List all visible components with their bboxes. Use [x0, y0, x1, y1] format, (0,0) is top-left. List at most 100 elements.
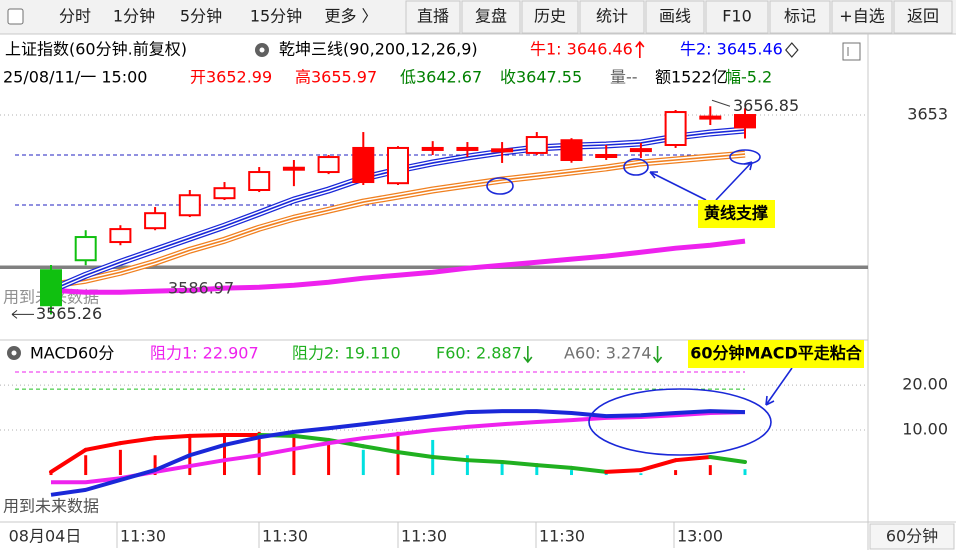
note-value: 3586.97	[168, 279, 234, 298]
indicator-name: 乾坤三线(90,200,12,26,9)	[279, 40, 478, 59]
menu-icon[interactable]	[7, 8, 24, 25]
action-label[interactable]: 直播	[417, 7, 449, 26]
trend-segment	[361, 444, 400, 455]
callout-box	[698, 200, 775, 228]
trend-segment	[291, 433, 331, 442]
period-tab[interactable]: 1分钟	[113, 7, 155, 26]
period-tab[interactable]: 更多 〉	[324, 7, 377, 26]
action-button[interactable]	[521, 0, 579, 34]
macd-bar	[674, 470, 678, 476]
action-label[interactable]: 复盘	[475, 7, 507, 26]
macd-bar	[743, 469, 747, 476]
action-label[interactable]: 标记	[784, 7, 816, 26]
high-arrow	[711, 99, 731, 107]
candle-body	[74, 236, 97, 262]
action-button[interactable]	[705, 0, 769, 34]
highlight-ellipse	[486, 177, 514, 195]
low-label: 3565.26	[36, 304, 102, 323]
candle-body	[178, 194, 201, 217]
macd-bar	[327, 444, 331, 476]
candle-body	[629, 148, 652, 153]
quote-field: 低3642.67	[400, 68, 482, 87]
arrow-up-icon	[635, 40, 645, 58]
callout-box	[688, 340, 864, 368]
macd-bar	[223, 435, 226, 476]
period-label[interactable]: 60分钟	[886, 527, 938, 546]
x-tick-label: 11:30	[120, 527, 166, 546]
trend-segment	[500, 459, 539, 468]
trend-segment	[604, 468, 643, 474]
security-title: 上证指数(60分钟.前复权)	[5, 40, 187, 59]
x-tick-label: 08月04日	[9, 527, 82, 546]
trend-segment	[430, 455, 470, 463]
action-button[interactable]	[461, 0, 521, 34]
macd-title: MACD60分	[30, 344, 114, 363]
trend-segment	[118, 436, 158, 446]
quote-field: 开3652.99	[190, 68, 272, 87]
action-label[interactable]: 统计	[596, 7, 628, 26]
x-tick-label: 11:30	[262, 527, 308, 546]
x-tick-label: 11:30	[401, 527, 447, 546]
eye-icon-dot	[259, 47, 265, 53]
period-tab[interactable]: 15分钟	[250, 7, 302, 26]
panel-toggle[interactable]	[842, 42, 861, 61]
macd-stat: 阻力2: 19.110	[292, 344, 401, 363]
period-tab[interactable]: 分时	[59, 7, 91, 26]
y-tick-label: 3653	[907, 105, 948, 124]
action-label[interactable]: +自选	[839, 7, 884, 26]
quote-field: 25/08/11/一 15:00	[3, 68, 147, 87]
candle-body	[595, 154, 618, 158]
candle-body	[282, 166, 305, 171]
dif-line	[50, 409, 746, 497]
quote-field: 额1522亿	[655, 68, 728, 87]
candle-body	[491, 148, 514, 153]
highlight-ellipse	[588, 388, 772, 456]
action-label[interactable]: 画线	[659, 7, 691, 26]
trend-segment	[534, 463, 574, 470]
action-label[interactable]: 返回	[907, 7, 939, 26]
ma-band-center	[50, 153, 746, 287]
macd-bar	[361, 449, 365, 476]
callout-text: 60分钟MACD平走粘合	[690, 344, 863, 363]
trend-segment	[708, 455, 747, 464]
period-tab[interactable]: 5分钟	[180, 7, 222, 26]
callout-text: 黄线支撑	[704, 204, 768, 223]
macd-bar	[570, 470, 573, 476]
trend-segment	[153, 433, 192, 441]
ma-line	[50, 238, 746, 295]
action-label[interactable]: 历史	[534, 7, 566, 26]
action-button[interactable]	[645, 0, 705, 34]
candle-body	[317, 156, 340, 174]
high-label: 3656.85	[733, 96, 799, 115]
macd-bar	[535, 465, 539, 476]
candle-body	[248, 171, 271, 192]
eye-icon-dot	[11, 350, 17, 356]
action-label[interactable]: F10	[722, 7, 752, 26]
macd-bar	[500, 460, 504, 476]
macd-stat: 阻力1: 22.907	[150, 344, 259, 363]
candle-body	[699, 115, 722, 120]
diamond-icon	[785, 42, 799, 58]
action-button[interactable]	[579, 0, 645, 34]
candle-body	[387, 146, 409, 185]
action-button[interactable]	[405, 0, 461, 34]
low-arrow	[11, 310, 34, 319]
macd-stat: A60: 3.274	[564, 344, 652, 363]
action-button[interactable]	[831, 0, 893, 34]
candle-body	[664, 111, 687, 146]
quote-field: 高3655.97	[295, 68, 377, 87]
y-tick-label: 20.00	[902, 375, 948, 394]
macd-bar	[465, 455, 469, 476]
action-button[interactable]	[893, 0, 953, 34]
period-box[interactable]	[869, 523, 955, 550]
macd-bar	[639, 473, 643, 476]
trend-segment	[187, 433, 227, 438]
trend-segment	[638, 458, 678, 473]
candle-body	[144, 212, 167, 230]
arrow-down-icon	[523, 346, 533, 364]
action-button[interactable]	[769, 0, 831, 34]
trend-segment	[569, 465, 609, 474]
highlight-ellipse	[623, 158, 649, 176]
trend-segment	[83, 441, 123, 452]
candle-body	[109, 228, 132, 244]
